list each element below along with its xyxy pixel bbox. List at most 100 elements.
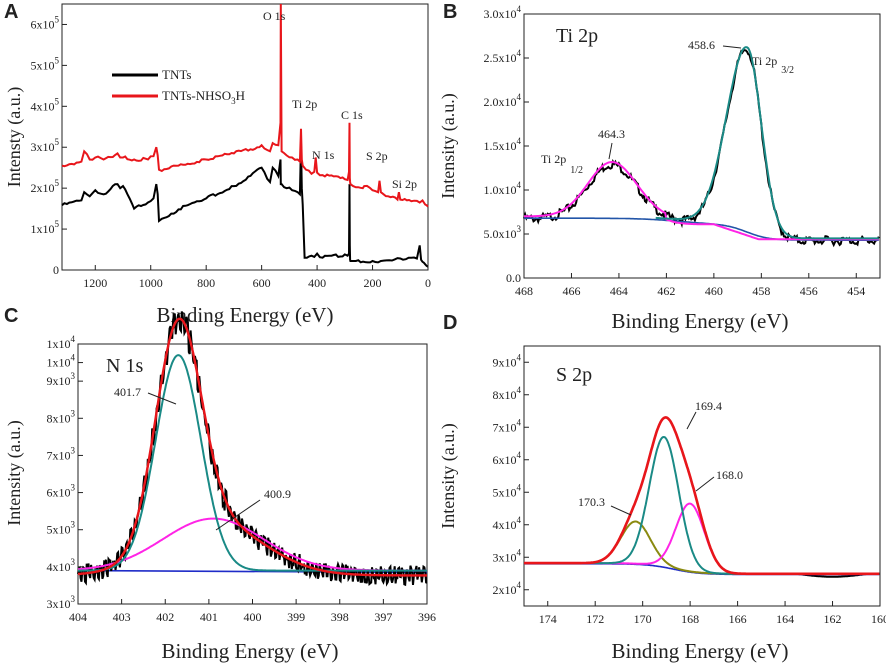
series-line-tnts-nhso3h xyxy=(61,3,429,208)
panel-c-frame xyxy=(77,343,428,605)
panel-b-x-ticks: 468 466 464 462 460 458 456 454 xyxy=(515,273,865,298)
x-tick-label: 468 xyxy=(515,284,533,298)
panel-b-y-axis-title: Intensity (a.u.) xyxy=(438,93,459,198)
panel-b-title: Ti 2p xyxy=(556,25,598,47)
x-tick-label: 403 xyxy=(113,610,131,624)
x-tick-label: 600 xyxy=(253,276,271,290)
y-tick-label: 0 xyxy=(53,263,59,277)
y-tick-label: 7x104 xyxy=(493,417,522,434)
panel-a-annotations: O 1s Ti 2p C 1s N 1s S 2p Si 2p xyxy=(263,9,417,191)
y-tick-label: 6x103 xyxy=(47,483,76,500)
raw-spectrum-line xyxy=(77,311,428,587)
y-tick-label: 3x104 xyxy=(493,547,522,564)
legend-label-tnts-nhso3h: TNTs-NHSO3H xyxy=(162,88,245,106)
y-tick-label: 4x105 xyxy=(31,96,60,113)
y-tick-label: 5x105 xyxy=(31,55,60,72)
panel-a-series xyxy=(61,3,429,268)
x-tick-label: 168 xyxy=(681,612,699,626)
x-tick-label: 172 xyxy=(586,612,604,626)
x-tick-label: 162 xyxy=(824,612,842,626)
annotation-si2p: Si 2p xyxy=(392,177,417,191)
y-tick-label: 5x104 xyxy=(493,482,522,499)
arrow-458-6 xyxy=(722,45,742,49)
y-tick-label: 0.0 xyxy=(506,271,521,285)
x-tick-label: 0 xyxy=(425,276,431,290)
fit-peak-ti2p-3-2 xyxy=(655,46,879,240)
y-tick-label: 9x103 xyxy=(47,371,76,388)
x-tick-label: 404 xyxy=(69,610,87,624)
x-tick-label: 1200 xyxy=(83,276,107,290)
panel-letter-c: C xyxy=(4,305,18,327)
annotation-464-3: 464.3 xyxy=(598,127,625,141)
y-tick-label: 1.5x104 xyxy=(484,136,522,153)
annotation-169-4: 169.4 xyxy=(695,399,722,413)
panel-d: D S 2p 174 172 170 168 166 164 162 160 2x104 3x1… xyxy=(438,312,886,663)
y-tick-label: 1x104 xyxy=(47,353,76,370)
panel-d-y-axis-title: Intensity (a.u.) xyxy=(438,423,459,528)
arrow-169-4 xyxy=(686,411,697,430)
x-tick-label: 170 xyxy=(634,612,652,626)
y-tick-label: 3x105 xyxy=(31,137,60,154)
x-tick-label: 458 xyxy=(752,284,770,298)
y-tick-label: 1x105 xyxy=(31,219,60,236)
y-tick-label: 9x104 xyxy=(493,352,522,369)
fit-peak-401-7 xyxy=(78,354,427,572)
annotation-c1s: C 1s xyxy=(341,108,363,122)
x-tick-label: 398 xyxy=(331,610,349,624)
panel-c-annotations: 401.7 400.9 xyxy=(114,385,291,531)
annotation-n1s: N 1s xyxy=(312,148,335,162)
panel-d-x-axis-title: Binding Energy (eV) xyxy=(612,639,789,663)
fit-envelope-line xyxy=(77,317,427,577)
y-tick-label: 8x104 xyxy=(493,385,522,402)
x-tick-label: 400 xyxy=(244,610,262,624)
x-tick-label: 464 xyxy=(610,284,628,298)
y-tick-label: 2x104 xyxy=(493,580,522,597)
annotation-168-0: 168.0 xyxy=(716,468,743,482)
y-tick-label: 6x104 xyxy=(493,450,522,467)
arrow-464-3 xyxy=(608,142,613,160)
panel-a-y-axis-title: Intensty (a.u.) xyxy=(4,87,25,187)
x-tick-label: 397 xyxy=(374,610,392,624)
y-tick-label: 8x103 xyxy=(47,408,76,425)
panel-c-x-ticks: 404 403 402 401 400 399 398 397 396 xyxy=(69,599,436,624)
panel-a-x-ticks: 1200 1000 800 600 400 200 0 xyxy=(83,265,431,290)
panel-c-y-axis-title: Intensity (a.u.) xyxy=(4,420,25,525)
y-tick-label: 7x103 xyxy=(47,445,76,462)
y-tick-label: 2x105 xyxy=(31,178,60,195)
x-tick-label: 396 xyxy=(418,610,436,624)
panel-d-annotations: 169.4 170.3 168.0 xyxy=(578,399,743,516)
panel-b-y-ticks: 0.0 5.0x103 1.0x104 1.5x104 2.0x104 2.5x104 3.… xyxy=(484,4,529,285)
x-tick-label: 164 xyxy=(776,612,794,626)
x-tick-label: 462 xyxy=(657,284,675,298)
x-tick-label: 401 xyxy=(200,610,218,624)
x-tick-label: 166 xyxy=(729,612,747,626)
arrow-168-0 xyxy=(695,476,715,492)
y-tick-label: 3.0x104 xyxy=(484,4,522,21)
legend-label-tnts: TNTs xyxy=(162,67,191,82)
y-tick-label: 2.5x104 xyxy=(484,48,522,65)
panel-d-title: S 2p xyxy=(556,364,592,386)
x-tick-label: 160 xyxy=(871,612,886,626)
fit-peak-170-3 xyxy=(524,520,880,575)
panel-a-y-ticks: 0 1x105 2x105 3x105 4x105 5x105 6x105 xyxy=(31,14,67,277)
y-tick-label: 2.0x104 xyxy=(484,92,522,109)
y-tick-label: 1.0x104 xyxy=(484,180,522,197)
annotation-401-7: 401.7 xyxy=(114,385,141,399)
panel-b-x-axis-title: Binding Energy (eV) xyxy=(612,309,789,333)
panel-c-title: N 1s xyxy=(106,355,143,377)
x-tick-label: 400 xyxy=(308,276,326,290)
annotation-ti2p: Ti 2p xyxy=(292,97,317,111)
panel-b: B Ti 2p 468 466 464 462 460 458 456 454 0.0 5.0x… xyxy=(438,1,881,333)
x-tick-label: 399 xyxy=(287,610,305,624)
x-tick-label: 174 xyxy=(539,612,557,626)
annotation-ti2p-12: Ti 2p1/2 xyxy=(541,152,583,176)
annotation-400-9: 400.9 xyxy=(264,487,291,501)
annotation-170-3: 170.3 xyxy=(578,495,605,509)
x-tick-label: 1000 xyxy=(139,276,163,290)
panel-d-x-ticks: 174 172 170 168 166 164 162 160 xyxy=(539,601,886,626)
panel-b-annotations: 464.3 Ti 2p1/2 458.6 Ti 2p3/2 xyxy=(541,38,794,176)
panel-b-series xyxy=(523,46,880,248)
x-tick-label: 402 xyxy=(156,610,174,624)
arrow-170-3 xyxy=(610,505,632,516)
